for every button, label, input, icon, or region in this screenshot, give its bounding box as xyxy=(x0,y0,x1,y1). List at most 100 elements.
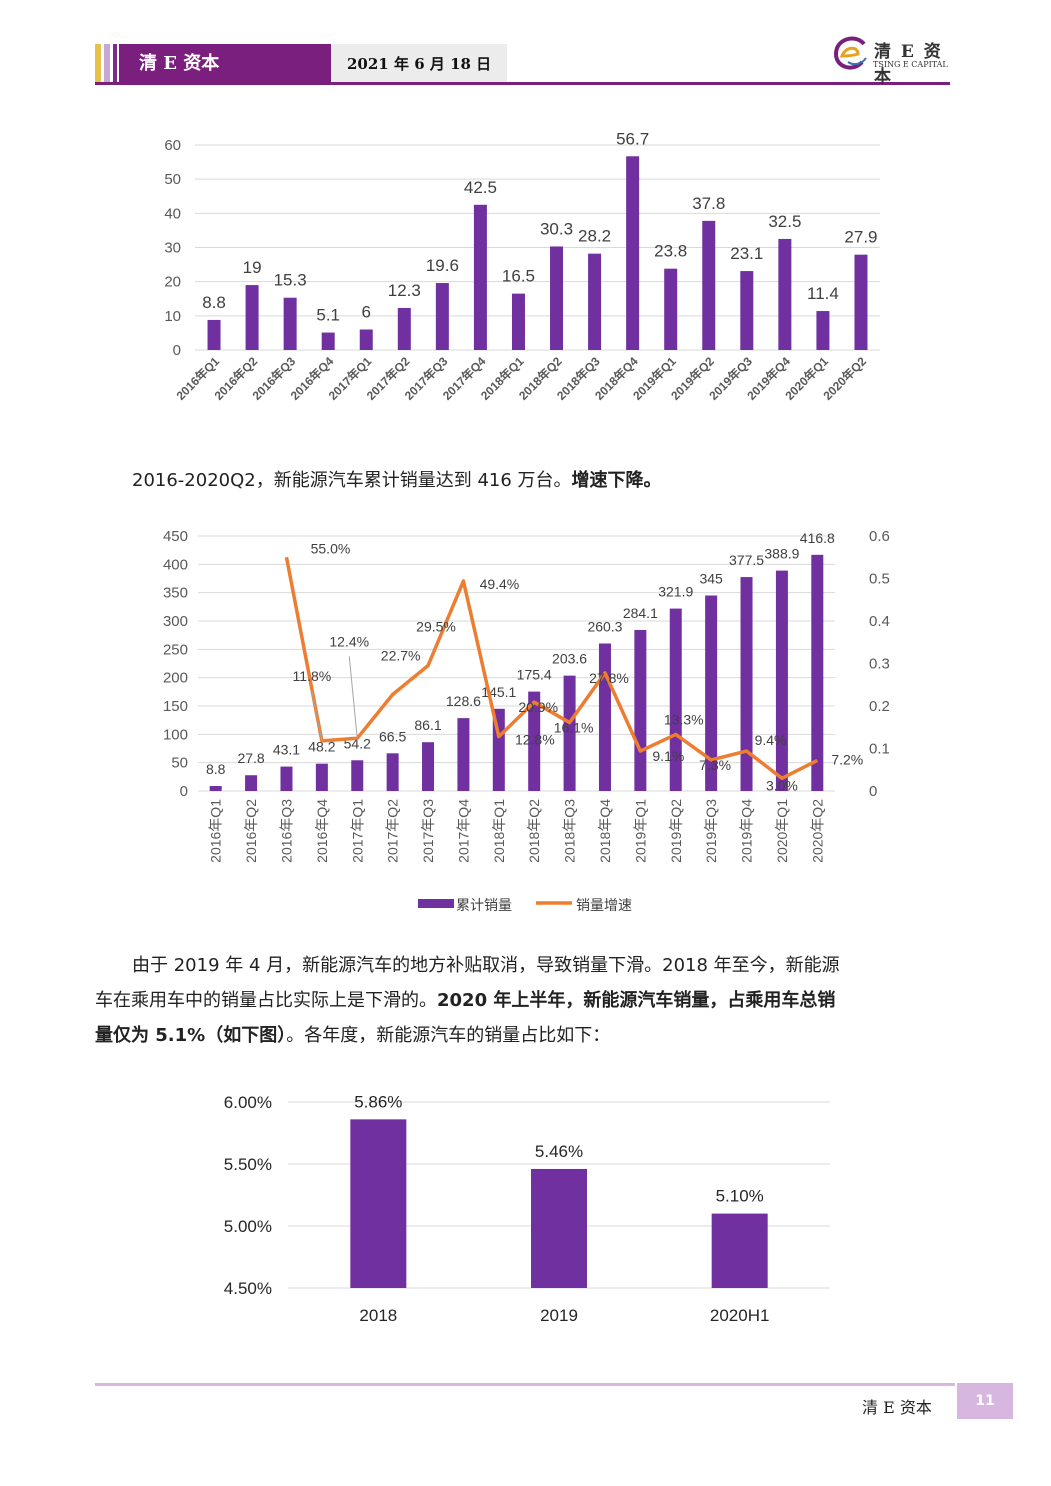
line-data-label: 13.3% xyxy=(664,711,704,727)
bar xyxy=(283,297,297,350)
line-data-label: 9.4% xyxy=(755,732,787,748)
paragraph-market-share: 由于 2019 年 4 月，新能源汽车的地方补贴取消，导致销量下滑。2018 年… xyxy=(95,948,960,1053)
x-tick-label: 2019 xyxy=(540,1306,578,1325)
leader-line xyxy=(348,656,358,739)
line-data-label: 20.9% xyxy=(518,699,558,715)
x-tick-label: 2020H1 xyxy=(710,1306,770,1325)
data-label: 6 xyxy=(362,303,371,322)
data-label: 23.1 xyxy=(730,244,763,263)
line-data-label: 55.0% xyxy=(311,540,351,556)
data-label: 27.9 xyxy=(844,228,877,247)
bar xyxy=(705,595,718,791)
logo-english-text: TSING E CAPITAL xyxy=(873,60,948,69)
header-stripe-gold xyxy=(95,44,101,84)
data-label: 30.3 xyxy=(540,219,573,238)
footer-brand: 清 E 资本 xyxy=(862,1398,932,1417)
bar xyxy=(350,1119,407,1288)
paragraph-text: 2016-2020Q2，新能源汽车累计销量达到 416 万台。 xyxy=(132,470,572,491)
data-label: 5.46% xyxy=(535,1142,583,1161)
line-data-label: 11.8% xyxy=(293,668,332,684)
bar xyxy=(473,204,487,350)
page-header: 清 E 资本 2021 年 6 月 18 日 xyxy=(95,44,950,86)
y-tick-label: 5.50% xyxy=(224,1155,272,1174)
y-tick-label: 450 xyxy=(163,528,188,545)
bar xyxy=(854,254,868,350)
y-tick-label: 50 xyxy=(164,171,181,188)
bar xyxy=(563,675,576,791)
page-number: 11 xyxy=(957,1383,1013,1419)
y-tick-label: 200 xyxy=(163,670,188,687)
bar xyxy=(528,691,541,791)
y-tick-label: 300 xyxy=(163,613,188,630)
bar-data-label: 128.6 xyxy=(446,693,481,709)
y-tick-label: 5.00% xyxy=(224,1217,272,1236)
line-data-label: 7.3% xyxy=(699,757,731,773)
y2-tick-label: 0.1 xyxy=(869,741,890,758)
bar-data-label: 416.8 xyxy=(800,530,835,546)
y2-tick-label: 0.2 xyxy=(869,698,890,715)
x-tick-label: 2016年Q2 xyxy=(243,799,259,863)
x-tick-label: 2019年Q1 xyxy=(632,799,648,863)
bar xyxy=(598,643,611,791)
y-tick-label: 6.00% xyxy=(224,1093,272,1112)
data-label: 42.5 xyxy=(464,178,497,197)
y-tick-label: 0 xyxy=(173,342,181,359)
line-data-label: 27.8% xyxy=(589,670,629,686)
x-tick-label: 2017年Q3 xyxy=(420,799,436,863)
bar xyxy=(386,753,399,791)
data-label: 28.2 xyxy=(578,227,611,246)
bar xyxy=(351,760,364,791)
market-share-chart: 4.50% 5.00% 5.50% 6.00% 5.86% 2018 5.46% 2019 5.… xyxy=(224,1092,830,1325)
bar xyxy=(245,775,258,791)
y-tick-label: 50 xyxy=(171,755,188,772)
bar xyxy=(245,285,259,350)
y2-tick-label: 0.4 xyxy=(869,613,890,630)
bar xyxy=(321,332,335,350)
header-date: 2021 年 6 月 18 日 xyxy=(331,44,507,84)
bar-data-label: 284.1 xyxy=(623,605,658,621)
y-tick-label: 4.50% xyxy=(224,1279,272,1298)
data-label: 5.86% xyxy=(354,1092,402,1111)
y-tick-label: 30 xyxy=(164,240,181,257)
bar-data-label: 8.8 xyxy=(206,761,226,777)
line-data-label: 7.2% xyxy=(831,751,863,767)
bar xyxy=(209,786,222,791)
y-tick-label: 400 xyxy=(163,556,188,573)
paragraph-text: 由于 2019 年 4 月，新能源汽车的地方补贴取消，导致销量下滑。2018 年… xyxy=(132,955,840,976)
paragraph-line-2: 车在乘用车中的销量占比实际上是下滑的。2020 年上半年，新能源汽车销量，占乘用… xyxy=(95,983,960,1018)
company-logo: 清 E 资本 TSING E CAPITAL xyxy=(828,32,958,87)
y2-tick-label: 0.6 xyxy=(869,528,890,545)
legend-label: 销量增速 xyxy=(576,897,632,913)
bar-data-label: 260.3 xyxy=(587,618,622,634)
y-tick-label: 60 xyxy=(164,137,181,154)
bar-data-label: 203.6 xyxy=(552,651,587,667)
data-label: 8.8 xyxy=(202,293,226,312)
x-tick-label: 2016年Q1 xyxy=(208,799,224,863)
x-tick-label: 2019年Q3 xyxy=(703,799,719,863)
x-tick-label: 2018年Q1 xyxy=(491,799,507,863)
bar xyxy=(775,570,788,791)
paragraph-cumulative-sales: 2016-2020Q2，新能源汽车累计销量达到 416 万台。增速下降。 xyxy=(132,463,662,498)
paragraph-text: 。各年度，新能源汽车的销量占比如下： xyxy=(286,1025,611,1046)
bar-data-label: 321.9 xyxy=(658,584,693,600)
x-tick-label: 2017年Q2 xyxy=(385,799,401,863)
bar-data-label: 48.2 xyxy=(308,739,335,755)
data-label: 37.8 xyxy=(692,194,725,213)
bar xyxy=(588,253,602,350)
bar xyxy=(359,329,373,350)
x-tick-label: 2018年Q4 xyxy=(597,799,613,863)
bar xyxy=(207,319,221,350)
quarterly-sales-chart: 01020304050608.82016年Q1192016年Q215.32016… xyxy=(164,130,880,403)
data-label: 19 xyxy=(243,258,262,277)
bar-data-label: 43.1 xyxy=(273,742,300,758)
bar-data-label: 66.5 xyxy=(379,728,406,744)
data-label: 5.10% xyxy=(716,1187,764,1206)
y-tick-label: 10 xyxy=(164,308,181,325)
header-brand: 清 E 资本 xyxy=(119,44,331,84)
paragraph-text: 车在乘用车中的销量占比实际上是下滑的。 xyxy=(95,990,437,1011)
data-label: 56.7 xyxy=(616,130,649,148)
x-tick-label: 2019年Q4 xyxy=(739,799,755,863)
bar xyxy=(511,293,525,350)
line-data-label: 9.1% xyxy=(652,748,684,764)
line-data-label: 29.5% xyxy=(416,619,456,635)
